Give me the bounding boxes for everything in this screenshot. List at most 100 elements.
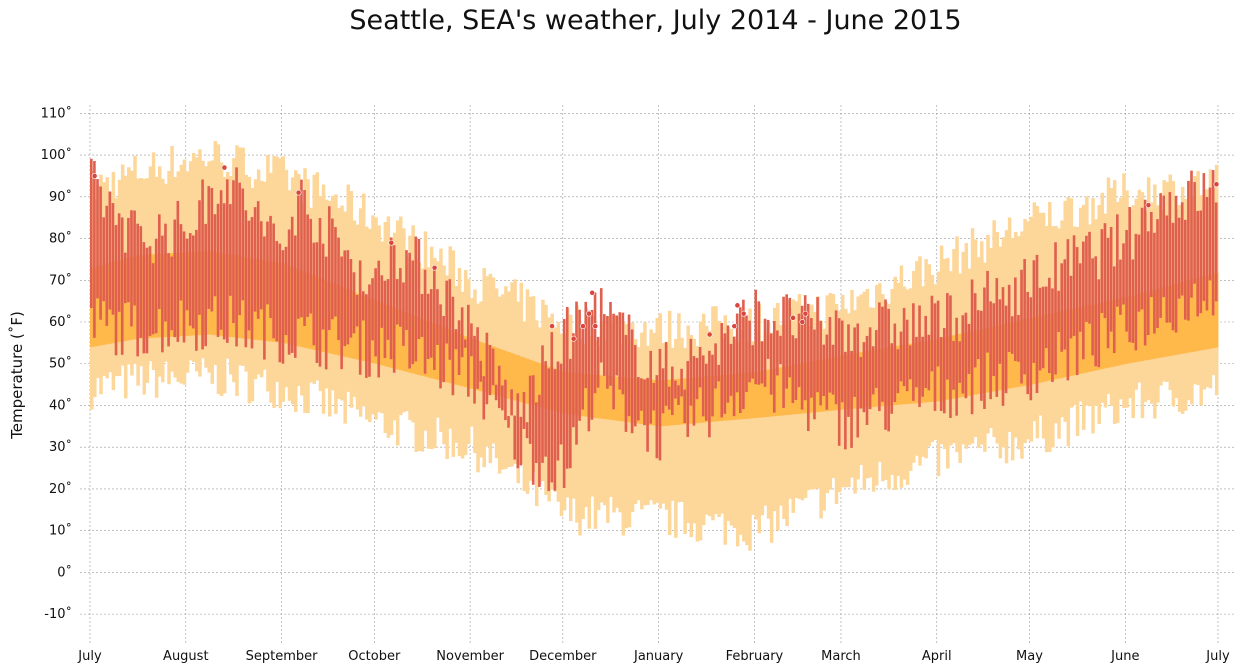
record-range-bar bbox=[742, 317, 746, 542]
actual-range-bar bbox=[1180, 202, 1184, 296]
actual-range-bar bbox=[661, 368, 665, 414]
average-range-bar bbox=[522, 357, 527, 403]
average-range-bar bbox=[1109, 300, 1114, 368]
actual-range-bar bbox=[779, 335, 782, 365]
average-range-bar bbox=[482, 343, 486, 393]
actual-range-bar bbox=[1069, 275, 1073, 339]
actual-range-bar bbox=[933, 303, 937, 411]
average-range-bar bbox=[674, 379, 678, 425]
actual-range-bar bbox=[735, 313, 739, 393]
y-tick-label: 40˚ bbox=[49, 397, 72, 413]
actual-range-bar bbox=[519, 416, 523, 466]
average-range-bar bbox=[1103, 301, 1108, 369]
average-range-bar bbox=[535, 362, 539, 407]
actual-range-bar bbox=[680, 368, 683, 397]
x-tick-label: June bbox=[1110, 649, 1139, 664]
actual-range-bar bbox=[185, 238, 189, 311]
actual-range-bar bbox=[1048, 277, 1051, 374]
actual-range-bar bbox=[99, 186, 102, 320]
record-range-bar bbox=[692, 338, 697, 524]
actual-range-bar bbox=[748, 320, 751, 383]
actual-range-bar bbox=[936, 300, 940, 367]
actual-range-bar bbox=[355, 294, 359, 327]
average-range-bar bbox=[1214, 272, 1219, 348]
average-range-bar bbox=[436, 325, 440, 380]
actual-range-bar bbox=[1029, 297, 1033, 401]
actual-range-bar bbox=[609, 302, 612, 386]
actual-range-bar bbox=[167, 253, 170, 347]
average-range-bar bbox=[596, 375, 601, 419]
actual-range-bar bbox=[343, 250, 347, 347]
actual-range-bar bbox=[488, 345, 492, 396]
actual-range-bar bbox=[708, 350, 711, 438]
actual-range-bar bbox=[868, 327, 872, 410]
actual-range-bar bbox=[1066, 239, 1070, 381]
record-marker bbox=[790, 314, 796, 321]
record-range-bar bbox=[581, 343, 585, 520]
actual-range-bar bbox=[930, 295, 934, 372]
actual-range-bar bbox=[565, 307, 569, 469]
record-range-bar bbox=[596, 345, 601, 511]
record-range-bar bbox=[698, 321, 703, 541]
actual-range-bar bbox=[828, 317, 832, 393]
actual-range-bar bbox=[593, 292, 597, 394]
actual-range-bar bbox=[445, 280, 449, 344]
actual-range-bar bbox=[782, 296, 785, 408]
record-range-bar bbox=[757, 304, 762, 534]
actual-range-bar bbox=[123, 252, 127, 304]
average-range-bar bbox=[766, 369, 771, 417]
actual-range-bar bbox=[695, 357, 699, 400]
record-range-bar bbox=[776, 302, 780, 531]
record-marker bbox=[799, 319, 806, 325]
actual-range-bar bbox=[395, 279, 399, 325]
actual-range-bar bbox=[643, 379, 646, 426]
actual-range-bar bbox=[161, 235, 164, 353]
x-tick-label: August bbox=[163, 649, 209, 664]
average-range-bar bbox=[1069, 309, 1074, 376]
actual-range-bar bbox=[1199, 210, 1203, 314]
actual-range-bar bbox=[516, 393, 520, 469]
actual-range-bar bbox=[905, 319, 909, 392]
actual-range-bar bbox=[859, 356, 863, 409]
actual-range-bar bbox=[578, 309, 581, 421]
average-range-bar bbox=[525, 358, 530, 404]
actual-range-bar bbox=[1137, 234, 1141, 312]
actual-range-bar bbox=[306, 214, 309, 317]
average-range-bar bbox=[754, 372, 758, 418]
actual-range-bar bbox=[244, 210, 248, 348]
actual-range-bar bbox=[442, 316, 445, 383]
actual-range-bar bbox=[726, 325, 730, 403]
actual-range-bar bbox=[612, 313, 615, 410]
actual-range-bar bbox=[531, 375, 535, 485]
record-marker bbox=[570, 335, 577, 342]
actual-range-bar bbox=[572, 333, 575, 428]
record-range-bar bbox=[745, 341, 749, 546]
actual-range-bar bbox=[980, 310, 983, 401]
chart-title: Seattle, SEA's weather, July 2014 - June… bbox=[349, 5, 962, 36]
actual-range-bar bbox=[871, 346, 875, 395]
actual-range-bar bbox=[164, 223, 167, 322]
actual-range-bar bbox=[1205, 196, 1209, 311]
actual-range-bar bbox=[479, 360, 483, 382]
actual-range-bar bbox=[584, 301, 588, 389]
average-range-bar bbox=[1010, 322, 1015, 388]
actual-range-bar bbox=[667, 386, 671, 410]
average-range-bar bbox=[334, 284, 338, 355]
actual-range-bar bbox=[1214, 202, 1218, 302]
actual-range-bar bbox=[596, 336, 600, 388]
actual-range-bar bbox=[1193, 182, 1196, 284]
actual-range-bar bbox=[850, 350, 853, 448]
actual-range-bar bbox=[312, 242, 316, 346]
actual-range-bar bbox=[1044, 286, 1048, 349]
actual-range-bar bbox=[967, 323, 971, 374]
actual-range-bar bbox=[884, 299, 887, 430]
actual-range-bar bbox=[658, 348, 662, 461]
actual-range-bar bbox=[729, 343, 733, 396]
actual-range-bar bbox=[587, 310, 591, 432]
actual-range-bar bbox=[927, 334, 931, 391]
actual-range-bar bbox=[1190, 170, 1193, 298]
actual-range-bar bbox=[844, 351, 847, 450]
actual-range-bar bbox=[173, 219, 177, 338]
actual-range-bar bbox=[964, 312, 968, 399]
